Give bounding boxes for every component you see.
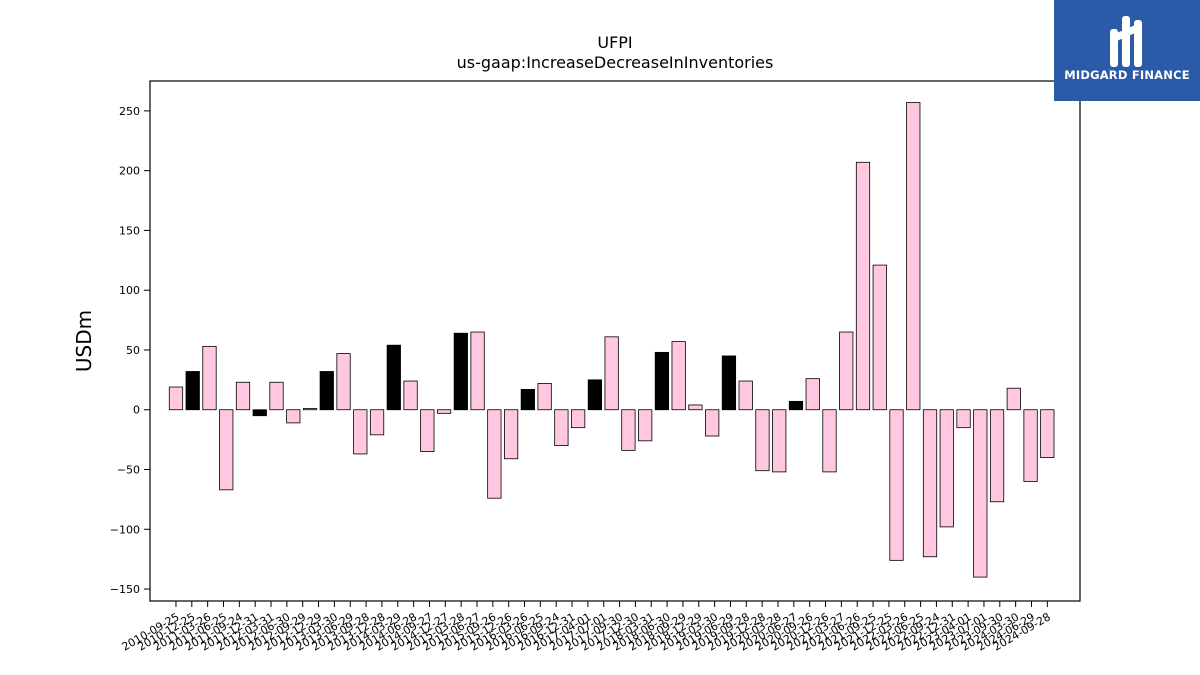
bar: [353, 409, 368, 455]
bar: [822, 409, 837, 473]
bar: [956, 409, 971, 429]
y-ticks: −150 −100 −50 0 50 100 150 200 250: [110, 105, 150, 596]
bar: [587, 379, 602, 411]
bar: [989, 409, 1005, 503]
bar: [855, 161, 871, 411]
bar: [973, 409, 988, 578]
bar: [185, 371, 200, 411]
y-tick-label: 100: [119, 284, 140, 297]
bar: [219, 409, 234, 491]
y-tick-label: 200: [119, 165, 140, 178]
bar: [839, 331, 854, 411]
bar: [805, 378, 820, 411]
bar: [604, 336, 619, 411]
bar: [705, 409, 720, 437]
bar: [939, 409, 954, 528]
bar: [654, 351, 670, 411]
y-tick-label: 50: [126, 344, 140, 357]
brand-logo: MIDGARD FINANCE: [1054, 0, 1200, 101]
bar: [420, 409, 435, 452]
bar: [638, 409, 653, 442]
bar: [269, 381, 284, 411]
bar: [788, 400, 804, 411]
bar: [470, 331, 485, 411]
plot-frame: [149, 80, 1081, 602]
bar: [235, 381, 251, 411]
bars: [168, 102, 1055, 578]
bar: [453, 332, 468, 411]
chart-subtitle: us-gaap:IncreaseDecreaseInInventories: [457, 53, 774, 72]
bar: [520, 389, 535, 411]
bar: [621, 409, 636, 451]
bar: [738, 380, 753, 411]
bar: [554, 409, 569, 446]
y-tick-label: 0: [133, 404, 140, 417]
bar: [302, 408, 318, 411]
bar: [1040, 409, 1055, 458]
bar: [168, 386, 184, 411]
bar: [571, 409, 586, 429]
bar: [755, 409, 770, 472]
bar: [671, 341, 686, 411]
y-tick-label: 150: [119, 224, 140, 237]
bar: [319, 371, 334, 411]
bar: [772, 409, 787, 473]
bar: [537, 383, 552, 411]
bar: [922, 409, 938, 558]
bar: [252, 409, 267, 417]
brand-logo-text: MIDGARD FINANCE: [1064, 68, 1190, 82]
bar: [202, 345, 217, 411]
bar: [487, 409, 502, 499]
y-tick-label: −50: [117, 464, 140, 477]
bar: [369, 409, 385, 436]
bar: [906, 102, 921, 411]
y-axis-label: USDm: [72, 310, 96, 372]
bar: [436, 409, 452, 414]
brand-mark-icon: [1110, 16, 1142, 67]
bar: [286, 409, 301, 424]
y-tick-label: −150: [110, 583, 140, 596]
bar: [721, 355, 737, 411]
bar: [872, 264, 887, 411]
bar: [688, 404, 703, 411]
bar: [403, 380, 418, 411]
chart-title: UFPI: [597, 33, 632, 52]
bar: [1023, 409, 1038, 482]
bar: [336, 353, 351, 411]
bar: [1006, 387, 1021, 411]
bar: [386, 344, 401, 411]
x-ticks: 2010-09-252010-12-252011-03-262011-06-25…: [120, 601, 1053, 654]
bar: [889, 409, 904, 561]
y-tick-label: −100: [110, 523, 140, 536]
bar: [504, 409, 519, 460]
y-tick-label: 250: [119, 105, 140, 118]
